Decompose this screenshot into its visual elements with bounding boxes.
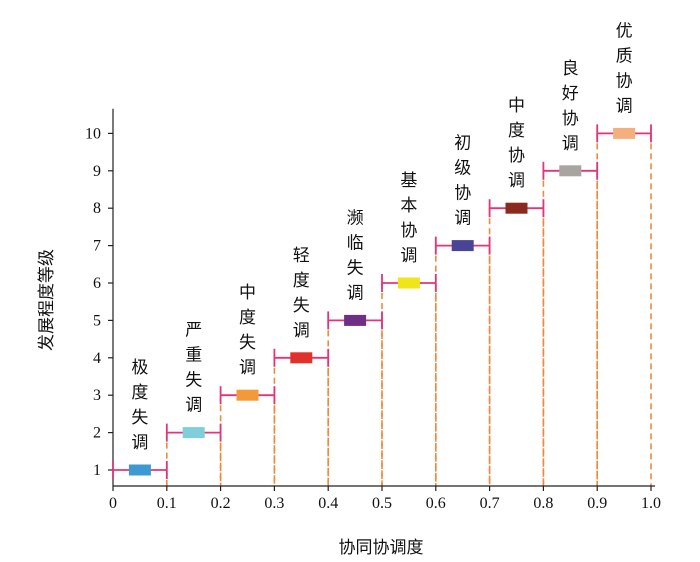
x-tick-label: 0.5 (372, 495, 392, 512)
y-tick-label: 7 (93, 238, 101, 255)
category-label: 轻度失调 (293, 246, 310, 341)
category-label: 濒临失调 (347, 208, 364, 303)
y-tick-label: 9 (93, 163, 101, 180)
category-label: 初级协调 (454, 134, 471, 229)
level-marker (290, 352, 313, 364)
level-marker (397, 277, 420, 289)
x-tick-label: 0.9 (587, 495, 607, 512)
y-tick-label: 8 (93, 200, 101, 217)
x-tick-label: 0.3 (264, 495, 284, 512)
y-tick-label: 6 (93, 275, 101, 292)
level-marker (559, 165, 582, 177)
level-marker (451, 240, 474, 252)
category-label: 中度协调 (508, 96, 525, 191)
level-marker (128, 464, 151, 476)
level-marker (505, 202, 528, 214)
x-tick-label: 0.8 (533, 495, 553, 512)
y-tick-label: 3 (93, 387, 101, 404)
x-tick-label: 0.6 (426, 495, 446, 512)
y-tick-label: 2 (93, 425, 101, 442)
x-axis-title: 协同协调度 (339, 538, 424, 558)
x-tick-label: 0.4 (318, 495, 338, 512)
y-axis-title: 发展程度等级 (37, 249, 57, 351)
category-label: 基本协调 (400, 171, 417, 266)
category-label: 极度失调 (131, 358, 148, 453)
x-tick-label: 0.2 (211, 495, 231, 512)
level-marker (182, 427, 205, 439)
x-tick-label: 0.7 (480, 495, 500, 512)
y-tick-label: 5 (93, 312, 101, 329)
level-marker (236, 389, 259, 401)
category-label: 严重失调 (185, 321, 202, 416)
x-tick-label: 0.1 (157, 495, 177, 512)
y-tick-label: 10 (85, 125, 101, 142)
category-label: 良好协调 (562, 59, 579, 154)
level-marker (344, 314, 367, 326)
category-label: 优质协调 (616, 21, 633, 116)
y-tick-label: 4 (93, 350, 101, 367)
x-tick-label: 0 (109, 495, 117, 512)
level-marker (613, 127, 636, 139)
y-tick-label: 1 (93, 462, 101, 479)
x-tick-label: 1.0 (641, 495, 661, 512)
category-label: 中度失调 (239, 283, 256, 378)
